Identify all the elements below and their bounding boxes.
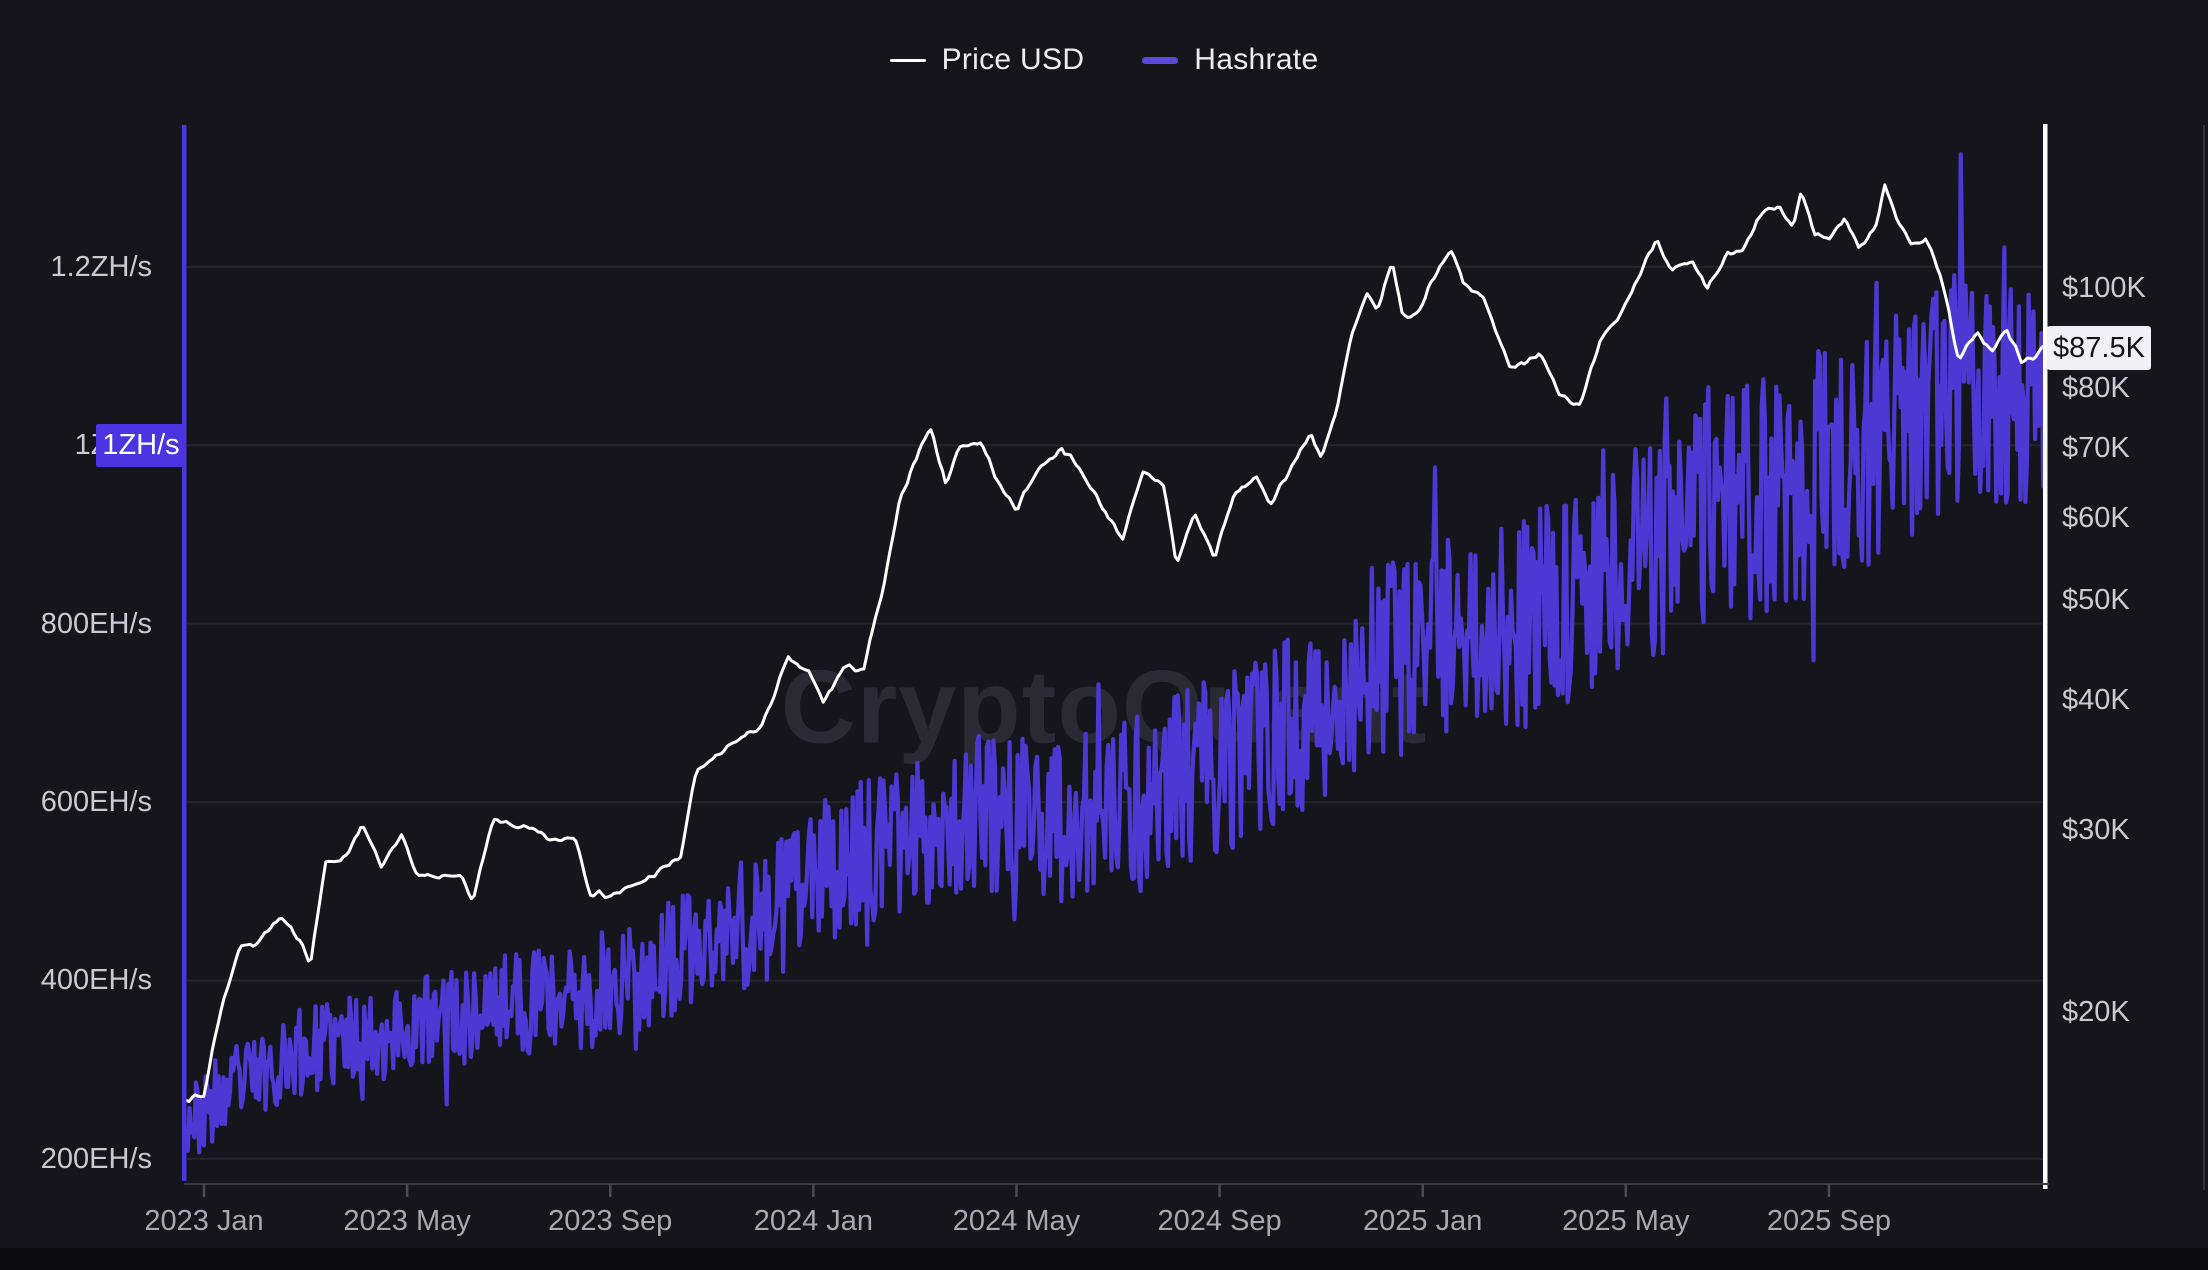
time-axis-label-2023-Sep: 2023 Sep xyxy=(548,1205,673,1237)
hashrate-axis-label-600EH/s: 600EH/s xyxy=(40,786,152,819)
hashrate-axis-label-400EH/s: 400EH/s xyxy=(40,964,152,997)
price-axis-label-$40K: $40K xyxy=(2062,684,2130,717)
price-line-swatch-icon xyxy=(889,58,926,62)
hashrate-axis-label-1.2ZH/s: 1.2ZH/s xyxy=(50,250,152,283)
legend-label-price-usd: Price USD xyxy=(941,43,1085,76)
bottom-margin xyxy=(0,1248,2208,1270)
time-axis-label-2023-Jan: 2023 Jan xyxy=(144,1205,264,1237)
time-axis-label-2025-Jan: 2025 Jan xyxy=(1363,1205,1483,1237)
hashrate-axis-line xyxy=(182,125,187,1181)
hashrate-axis-label-200EH/s: 200EH/s xyxy=(40,1142,152,1175)
price-axis-label-$100K: $100K xyxy=(2062,271,2146,304)
price-axis-label-$60K: $60K xyxy=(2062,501,2130,534)
legend-item-hashrate[interactable]: Hashrate xyxy=(1142,43,1318,77)
price-axis-label-$50K: $50K xyxy=(2062,583,2130,616)
crosshair-line[interactable] xyxy=(2043,124,2048,1189)
legend-label-hashrate: Hashrate xyxy=(1194,43,1319,76)
price-series-line xyxy=(184,183,2047,1104)
hashrate-1zhs-badge: 1ZH/s xyxy=(96,424,186,468)
legend-item-price-usd[interactable]: Price USD xyxy=(889,43,1085,77)
price-axis-label-$20K: $20K xyxy=(2062,996,2130,1029)
hashrate-series-line xyxy=(184,152,2047,1155)
time-axis-label-2024-Sep: 2024 Sep xyxy=(1157,1205,1282,1237)
price-axis-label-$70K: $70K xyxy=(2062,432,2130,465)
hashrate-axis-label-800EH/s: 800EH/s xyxy=(40,607,152,640)
time-axis-label-2024-May: 2024 May xyxy=(952,1205,1081,1237)
price-current-badge: $87.5K xyxy=(2047,325,2151,370)
time-axis-label-2023-May: 2023 May xyxy=(343,1205,471,1237)
hashrate-line-swatch-icon xyxy=(1142,56,1179,64)
price-axis-label-$80K: $80K xyxy=(2062,372,2130,405)
legend: Price USD Hashrate xyxy=(0,40,2208,80)
time-axis-label-2025-May: 2025 May xyxy=(1562,1205,1690,1237)
time-axis-label-2025-Sep: 2025 Sep xyxy=(1766,1205,1892,1237)
time-axis-label-2024-Jan: 2024 Jan xyxy=(753,1205,874,1237)
price-axis-label-$30K: $30K xyxy=(2062,813,2130,846)
